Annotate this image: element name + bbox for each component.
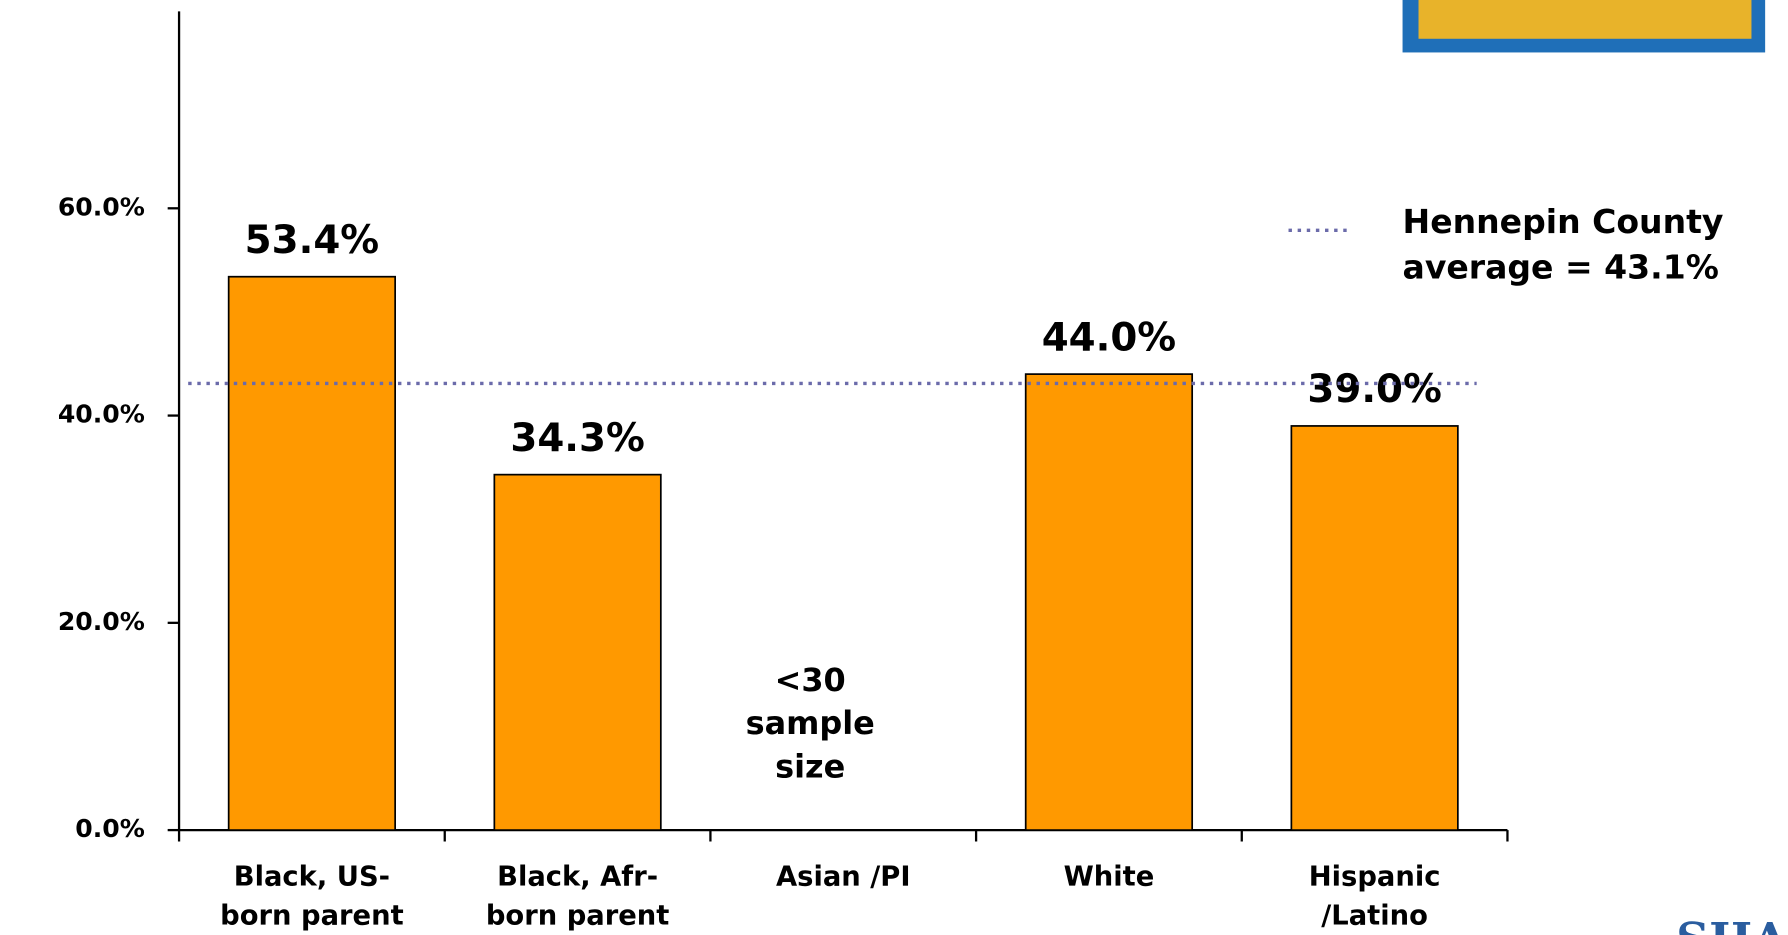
y-tick-label: 0.0%: [75, 814, 145, 843]
y-tick-label: 20.0%: [58, 607, 145, 636]
x-tick-label: Hispanic: [1309, 861, 1441, 892]
bar: [1024, 373, 1194, 831]
x-tick-label: /Latino: [1321, 900, 1428, 931]
value-label: 44.0%: [1042, 315, 1176, 360]
bar: [493, 473, 662, 831]
annotation: <30: [775, 661, 846, 699]
y-tick-label: 40.0%: [58, 400, 145, 429]
legend-label: average = 43.1%: [1403, 248, 1719, 287]
x-tick-label: Asian /PI: [776, 861, 911, 892]
x-tick-label: born parent: [220, 900, 404, 931]
bar: [1290, 425, 1459, 831]
photo: [1418, 0, 1752, 39]
annotation: size: [775, 748, 845, 786]
x-tick-label: Black, Afr-: [497, 861, 658, 892]
y-tick-label: 60.0%: [58, 192, 145, 221]
value-label: 53.4%: [245, 218, 379, 263]
x-tick-label: born parent: [486, 900, 670, 931]
value-label: 39.0%: [1307, 367, 1441, 412]
x-tick-label: White: [1064, 861, 1155, 892]
x-tick-label: Black, US-: [234, 861, 390, 892]
legend-label: Hennepin County: [1403, 202, 1724, 241]
annotation: sample: [746, 704, 875, 742]
bar: [227, 275, 396, 831]
value-label: 34.3%: [510, 416, 644, 461]
logo: SHARE 2006: [1676, 913, 1788, 935]
